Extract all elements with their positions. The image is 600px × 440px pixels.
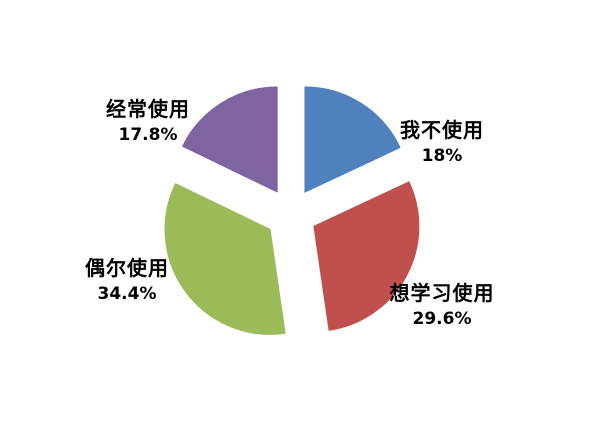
pie-slice-1 — [313, 181, 420, 331]
pie-label-green-slice: 偶尔使用 34.4% — [62, 256, 192, 308]
slice-percent-label: 34.4% — [97, 284, 157, 304]
slice-percent-label: 18% — [421, 146, 463, 166]
slice-percent-label: 17.8% — [118, 125, 178, 145]
pie-slice-3 — [181, 86, 278, 193]
pie-label-purple-slice: 经常使用 17.8% — [83, 97, 213, 149]
pie-label-red-slice: 想学习使用 29.6% — [377, 281, 507, 333]
pie-slice-0 — [304, 86, 401, 193]
pie-label-blue-slice: 我不使用 18% — [377, 118, 507, 170]
slice-percent-label: 29.6% — [412, 309, 472, 329]
slice-category-label: 偶尔使用 — [85, 256, 169, 280]
pie-slice-2 — [164, 183, 286, 335]
slice-category-label: 我不使用 — [400, 118, 484, 142]
slice-category-label: 经常使用 — [106, 97, 190, 121]
slice-category-label: 想学习使用 — [389, 281, 495, 305]
